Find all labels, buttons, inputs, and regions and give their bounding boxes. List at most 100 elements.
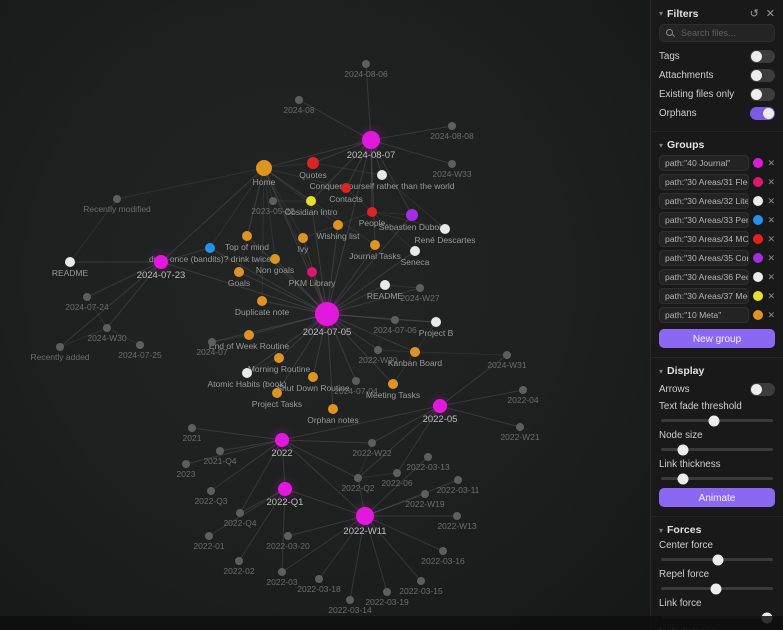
graph-node[interactable] xyxy=(278,568,286,576)
graph-node[interactable] xyxy=(275,433,289,447)
graph-node[interactable] xyxy=(307,157,319,169)
slider-track[interactable] xyxy=(661,554,773,565)
display-section-header[interactable]: ▾ Display xyxy=(659,365,775,377)
graph-node[interactable] xyxy=(341,183,351,193)
graph-node[interactable] xyxy=(368,439,376,447)
remove-group-icon[interactable]: ✕ xyxy=(767,309,775,320)
close-icon[interactable]: ✕ xyxy=(765,8,775,20)
graph-node[interactable] xyxy=(333,220,343,230)
graph-node[interactable] xyxy=(205,532,213,540)
graph-node[interactable] xyxy=(154,255,168,269)
new-group-button[interactable]: New group xyxy=(659,329,775,348)
graph-node[interactable] xyxy=(374,346,382,354)
remove-group-icon[interactable]: ✕ xyxy=(767,195,775,206)
graph-node[interactable] xyxy=(433,399,447,413)
toggle-switch[interactable] xyxy=(750,106,775,120)
chevron-down-icon[interactable]: ▾ xyxy=(659,525,664,535)
graph-node[interactable] xyxy=(306,196,316,206)
filters-section-header[interactable]: ▾ Filters ↺ ✕ xyxy=(659,7,775,21)
graph-node[interactable] xyxy=(391,316,399,324)
slider-thumb[interactable] xyxy=(710,583,722,594)
group-query-input[interactable]: path:"30 Areas/34 MOCs xyxy=(659,231,750,247)
graph-node[interactable] xyxy=(503,351,511,359)
group-query-input[interactable]: path:"30 Areas/36 Peopl xyxy=(659,269,750,285)
graph-node[interactable] xyxy=(298,233,308,243)
graph-node[interactable] xyxy=(410,246,420,256)
graph-node[interactable] xyxy=(315,302,339,326)
group-color-swatch[interactable] xyxy=(753,215,764,225)
graph-node[interactable] xyxy=(269,197,277,205)
group-query-input[interactable]: path:"30 Areas/33 Perma xyxy=(659,212,750,228)
group-query-input[interactable]: path:"30 Areas/31 Fleetin xyxy=(659,174,750,190)
graph-node[interactable] xyxy=(207,487,215,495)
animate-button[interactable]: Animate xyxy=(659,488,775,507)
group-color-swatch[interactable] xyxy=(753,158,764,168)
graph-node[interactable] xyxy=(448,122,456,130)
remove-group-icon[interactable]: ✕ xyxy=(767,252,775,263)
groups-section-header[interactable]: ▾ Groups xyxy=(659,139,775,151)
remove-group-icon[interactable]: ✕ xyxy=(767,290,775,301)
group-query-input[interactable]: path:"10 Meta" xyxy=(659,307,750,323)
graph-node[interactable] xyxy=(278,482,292,496)
forces-section-header[interactable]: ▾ Forces xyxy=(659,524,775,536)
graph-node[interactable] xyxy=(182,460,190,468)
remove-group-icon[interactable]: ✕ xyxy=(767,157,775,168)
graph-node[interactable] xyxy=(113,195,121,203)
search-box[interactable] xyxy=(659,24,775,42)
group-query-input[interactable]: path:"30 Areas/32 Literat xyxy=(659,193,750,209)
slider-track[interactable] xyxy=(661,473,773,484)
group-color-swatch[interactable] xyxy=(753,253,764,263)
slider-track[interactable] xyxy=(661,415,773,426)
reset-icon[interactable]: ↺ xyxy=(749,8,759,20)
graph-node[interactable] xyxy=(354,474,362,482)
chevron-down-icon[interactable]: ▾ xyxy=(659,140,664,150)
graph-node[interactable] xyxy=(416,284,424,292)
graph-node[interactable] xyxy=(256,160,272,176)
graph-node[interactable] xyxy=(383,588,391,596)
slider-thumb[interactable] xyxy=(677,444,689,455)
graph-node[interactable] xyxy=(519,386,527,394)
graph-node[interactable] xyxy=(380,280,390,290)
graph-node[interactable] xyxy=(216,447,224,455)
graph-node[interactable] xyxy=(439,547,447,555)
graph-node[interactable] xyxy=(393,469,401,477)
slider-track[interactable] xyxy=(661,583,773,594)
graph-node[interactable] xyxy=(307,267,317,277)
graph-node[interactable] xyxy=(388,379,398,389)
graph-node[interactable] xyxy=(356,507,374,525)
graph-node[interactable] xyxy=(440,224,450,234)
graph-node[interactable] xyxy=(236,509,244,517)
group-query-input[interactable]: path:"30 Areas/37 Meeti xyxy=(659,288,750,304)
graph-node[interactable] xyxy=(377,170,387,180)
graph-node[interactable] xyxy=(410,347,420,357)
graph-node[interactable] xyxy=(424,453,432,461)
group-color-swatch[interactable] xyxy=(753,310,764,320)
graph-node[interactable] xyxy=(448,160,456,168)
graph-node[interactable] xyxy=(242,231,252,241)
graph-node[interactable] xyxy=(56,343,64,351)
slider-thumb[interactable] xyxy=(677,473,689,484)
graph-node[interactable] xyxy=(103,324,111,332)
graph-node[interactable] xyxy=(516,423,524,431)
graph-node[interactable] xyxy=(136,341,144,349)
slider-thumb[interactable] xyxy=(712,554,724,565)
graph-node[interactable] xyxy=(308,372,318,382)
graph-node[interactable] xyxy=(362,60,370,68)
remove-group-icon[interactable]: ✕ xyxy=(767,176,775,187)
search-input[interactable] xyxy=(679,27,768,39)
graph-node[interactable] xyxy=(454,476,462,484)
graph-node[interactable] xyxy=(272,388,282,398)
graph-node[interactable] xyxy=(188,424,196,432)
remove-group-icon[interactable]: ✕ xyxy=(767,214,775,225)
slider-track[interactable] xyxy=(661,444,773,455)
chevron-down-icon[interactable]: ▾ xyxy=(659,366,664,376)
group-color-swatch[interactable] xyxy=(753,291,764,301)
graph-node[interactable] xyxy=(431,317,441,327)
graph-node[interactable] xyxy=(295,96,303,104)
graph-node[interactable] xyxy=(367,207,377,217)
graph-node[interactable] xyxy=(274,353,284,363)
group-color-swatch[interactable] xyxy=(753,177,764,187)
group-query-input[interactable]: path:"30 Areas/35 Conta xyxy=(659,250,750,266)
remove-group-icon[interactable]: ✕ xyxy=(767,233,775,244)
graph-node[interactable] xyxy=(208,338,216,346)
